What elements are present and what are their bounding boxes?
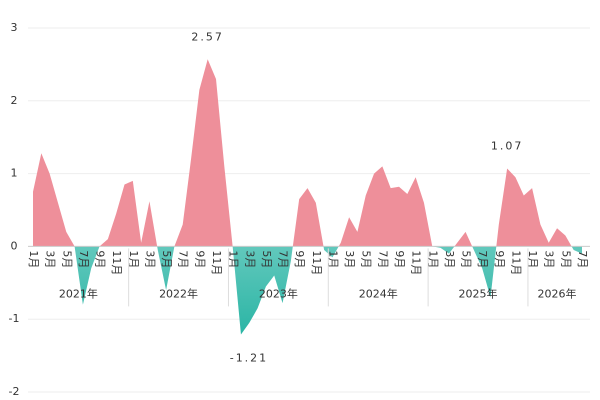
x-tick-label: 11月 — [509, 250, 522, 275]
y-tick-label: 3 — [11, 21, 18, 34]
y-tick-label: -2 — [9, 385, 20, 398]
x-tick-label: 11月 — [410, 250, 423, 275]
x-tick-label: 7月 — [177, 250, 190, 268]
x-tick-label: 1月 — [127, 250, 140, 268]
x-tick-label: 5月 — [160, 250, 173, 268]
x-tick-label: 5月 — [260, 250, 273, 268]
x-tick-label: 7月 — [576, 250, 589, 268]
year-label: 2023年 — [259, 286, 298, 300]
x-tick-label: 9月 — [293, 250, 306, 268]
x-tick-label: 1月 — [27, 250, 40, 268]
x-tick-label: 3月 — [143, 250, 156, 268]
x-tick-label: 11月 — [110, 250, 123, 275]
value-label: 1.07 — [491, 140, 524, 153]
x-tick-label: 3月 — [243, 250, 256, 268]
y-tick-label: 0 — [11, 239, 18, 252]
y-tick-label: 1 — [11, 167, 18, 180]
x-tick-label: 5月 — [559, 250, 572, 268]
negative-area — [33, 246, 582, 335]
year-label: 2025年 — [459, 286, 498, 300]
x-tick-label: 1月 — [526, 250, 539, 268]
x-tick-label: 5月 — [360, 250, 373, 268]
x-tick-label: 7月 — [77, 250, 90, 268]
x-tick-label: 3月 — [543, 250, 556, 268]
x-tick-label: 9月 — [493, 250, 506, 268]
positive-area — [33, 59, 572, 247]
x-tick-label: 1月 — [227, 250, 240, 268]
x-tick-label: 11月 — [310, 250, 323, 275]
x-tick-label: 5月 — [460, 250, 473, 268]
year-label: 2026年 — [538, 286, 577, 300]
x-tick-label: 7月 — [476, 250, 489, 268]
year-label: 2024年 — [359, 286, 398, 300]
x-tick-label: 9月 — [193, 250, 206, 268]
x-tick-label: 3月 — [443, 250, 456, 268]
x-tick-label: 3月 — [343, 250, 356, 268]
x-tick-label: 5月 — [60, 250, 73, 268]
value-label: -1.21 — [230, 351, 268, 364]
x-tick-label: 11月 — [210, 250, 223, 275]
x-tick-label: 3月 — [44, 250, 57, 268]
x-tick-label: 1月 — [326, 250, 339, 268]
year-label: 2022年 — [159, 286, 198, 300]
year-label: 2021年 — [59, 286, 98, 300]
y-tick-label: 2 — [11, 94, 18, 107]
x-tick-label: 7月 — [277, 250, 290, 268]
x-tick-label: 7月 — [376, 250, 389, 268]
value-label: 2.57 — [191, 30, 224, 43]
x-tick-label: 9月 — [393, 250, 406, 268]
y-tick-label: -1 — [9, 312, 20, 325]
x-tick-label: 1月 — [426, 250, 439, 268]
x-tick-label: 9月 — [94, 250, 107, 268]
